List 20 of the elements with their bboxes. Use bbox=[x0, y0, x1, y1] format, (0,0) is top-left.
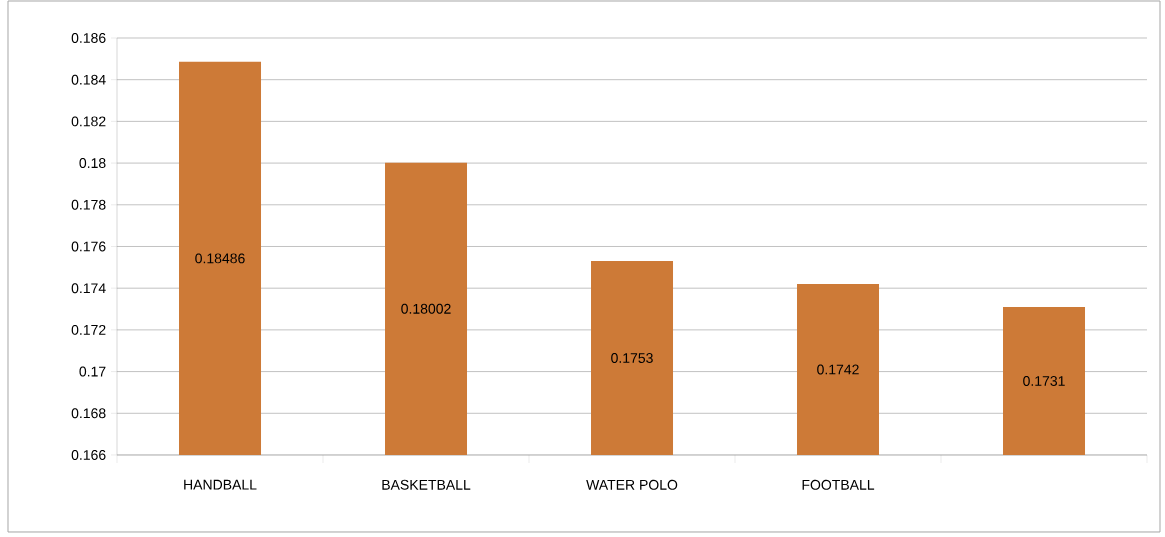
y-tick-label: 0.168 bbox=[71, 408, 106, 419]
data-label: 0.18002 bbox=[401, 303, 451, 314]
y-tick-label: 0.176 bbox=[71, 241, 106, 252]
y-tick-label: 0.166 bbox=[71, 450, 106, 460]
y-tick-label: 0.17 bbox=[79, 366, 106, 377]
y-tick-label: 0.172 bbox=[71, 324, 106, 335]
x-tick-label: WATER POLO bbox=[586, 479, 678, 490]
y-tick-label: 0.174 bbox=[71, 283, 106, 294]
x-tick-label: BASKETBALL bbox=[382, 479, 471, 490]
y-tick-label: 0.184 bbox=[71, 74, 106, 85]
x-tick-label: HANDBALL bbox=[184, 479, 257, 490]
y-tick-label: 0.18 bbox=[79, 158, 106, 169]
data-label: 0.1753 bbox=[611, 353, 653, 363]
data-label: 0.1742 bbox=[817, 364, 859, 375]
data-label: 0.18486 bbox=[195, 253, 245, 264]
y-tick-label: 0.182 bbox=[71, 116, 106, 127]
y-tick-label: 0.186 bbox=[71, 33, 106, 43]
y-tick-label: 0.178 bbox=[71, 199, 106, 210]
data-label: 0.1731 bbox=[1023, 376, 1065, 386]
x-tick-label: FOOTBALL bbox=[802, 479, 875, 490]
